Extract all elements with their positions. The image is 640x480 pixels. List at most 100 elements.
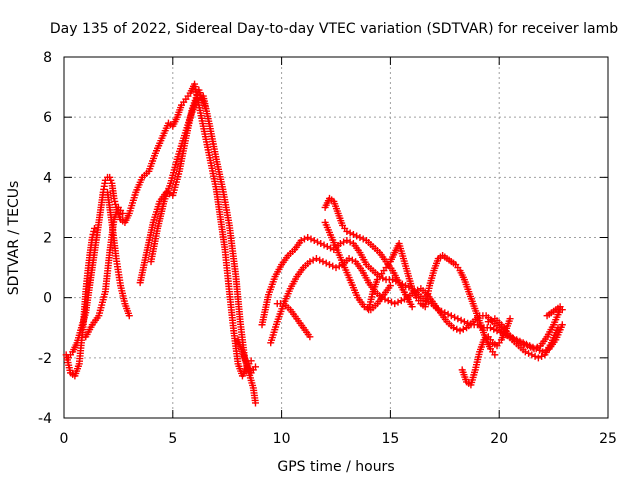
- data-point: [304, 234, 312, 241]
- data-point: [456, 327, 464, 335]
- y-tick-label: -2: [38, 351, 52, 367]
- data-point: [533, 343, 541, 351]
- data-points: [62, 80, 566, 407]
- data-point: [523, 342, 531, 350]
- series-track-16: [543, 303, 566, 320]
- data-point: [457, 316, 465, 324]
- data-point: [251, 363, 259, 371]
- data-point: [558, 321, 566, 329]
- data-point: [336, 240, 344, 248]
- data-point: [534, 354, 542, 362]
- data-point: [196, 94, 204, 102]
- data-point: [520, 340, 528, 348]
- data-point: [307, 235, 315, 243]
- y-tick-label: 8: [43, 50, 52, 66]
- data-point: [397, 297, 405, 305]
- x-tick-label: 25: [599, 431, 617, 447]
- series-track-9: [267, 255, 562, 362]
- data-point: [310, 237, 318, 245]
- data-point: [297, 237, 305, 245]
- x-tick-label: 15: [381, 431, 399, 447]
- data-point: [506, 315, 514, 323]
- grid: [64, 57, 608, 418]
- data-point: [325, 261, 333, 269]
- data-point: [379, 274, 387, 282]
- data-point: [408, 303, 416, 311]
- data-point: [309, 256, 317, 264]
- data-point: [521, 348, 529, 356]
- data-point: [312, 255, 320, 263]
- data-point: [349, 230, 357, 238]
- data-point: [332, 264, 340, 272]
- data-point: [538, 352, 546, 360]
- data-point: [317, 240, 325, 248]
- data-point: [329, 262, 337, 270]
- series-track-11: [321, 194, 416, 311]
- x-tick-label: 5: [168, 431, 177, 447]
- y-tick-label: 6: [43, 110, 52, 126]
- data-point: [444, 310, 452, 318]
- x-tick-label: 10: [273, 431, 291, 447]
- data-point: [323, 243, 331, 251]
- data-point: [517, 339, 525, 347]
- x-tick-label: 20: [490, 431, 508, 447]
- data-point: [491, 351, 499, 359]
- data-point: [319, 258, 327, 266]
- data-point: [384, 297, 392, 305]
- data-point: [322, 259, 330, 267]
- data-point: [343, 237, 351, 245]
- data-point: [484, 318, 492, 326]
- y-tick-label: 4: [43, 170, 52, 186]
- data-point: [459, 325, 467, 333]
- data-point: [306, 333, 314, 341]
- series-track-10: [273, 300, 314, 341]
- data-point: [348, 256, 356, 264]
- data-point: [340, 238, 348, 246]
- data-point: [531, 352, 539, 360]
- data-point: [386, 282, 394, 290]
- data-point: [359, 235, 367, 243]
- data-point: [510, 336, 518, 344]
- data-point: [527, 343, 535, 351]
- data-point: [314, 238, 322, 246]
- series-track-2: [64, 80, 255, 380]
- data-point: [251, 399, 259, 407]
- data-point: [320, 241, 328, 249]
- data-point: [125, 312, 133, 320]
- data-point: [193, 95, 201, 103]
- data-point: [316, 256, 324, 264]
- series-track-4: [82, 203, 127, 341]
- data-point: [530, 345, 538, 353]
- series-track-5: [136, 86, 209, 287]
- series-track-1: [62, 224, 98, 380]
- data-point: [346, 229, 354, 237]
- data-point: [391, 300, 399, 308]
- x-axis-label: GPS time / hours: [277, 459, 394, 475]
- data-point: [353, 232, 361, 240]
- tick-labels: 0 5 10 15 20 25 -4 -2 0 2 4 6 8: [38, 50, 617, 447]
- data-point: [525, 349, 533, 357]
- data-point: [447, 312, 455, 320]
- data-point: [356, 234, 364, 241]
- data-point: [394, 298, 402, 306]
- data-point: [300, 235, 308, 243]
- series-track-13: [365, 240, 499, 359]
- data-point: [450, 324, 458, 332]
- series-track-7: [234, 336, 259, 377]
- data-point: [335, 262, 343, 270]
- data-point: [514, 337, 522, 345]
- data-point: [387, 298, 395, 306]
- chart-title: Day 135 of 2022, Sidereal Day-to-day VTE…: [50, 21, 618, 37]
- y-tick-label: -4: [38, 411, 52, 427]
- data-point: [451, 313, 459, 321]
- data-point: [90, 224, 98, 232]
- data-point: [460, 318, 468, 326]
- data-point: [345, 255, 353, 263]
- data-point: [454, 315, 462, 323]
- data-point: [346, 238, 354, 246]
- x-tick-label: 0: [60, 431, 69, 447]
- data-point: [486, 324, 494, 332]
- data-point: [306, 258, 314, 266]
- series-track-15: [484, 306, 564, 353]
